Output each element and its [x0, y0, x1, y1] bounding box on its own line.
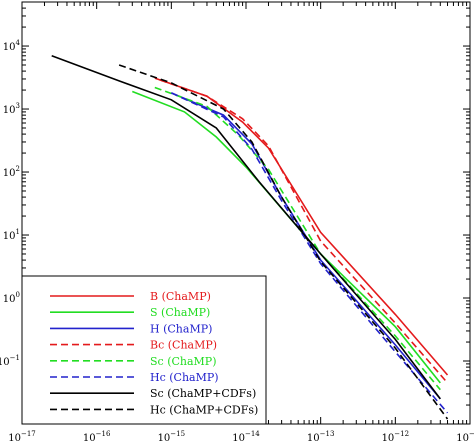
legend-label: H (ChaMP) — [150, 322, 212, 335]
x-tick-label: 10−16 — [83, 430, 111, 444]
x-tick-label: 10−13 — [307, 430, 335, 444]
x-tick-label: 10−15 — [158, 430, 186, 444]
x-tick-label: 10−11 — [456, 430, 474, 444]
legend-label: Sc (ChaMP) — [150, 355, 217, 368]
series-line-2 — [132, 90, 441, 384]
y-tick-label: 100 — [3, 291, 20, 305]
x-tick-label: 10−17 — [8, 430, 36, 444]
series-line-8 — [118, 64, 449, 420]
series-layer — [51, 55, 449, 420]
legend-label: Sc (ChaMP+CDFs) — [150, 387, 256, 400]
series-line-3 — [170, 92, 441, 400]
legend-label: Hc (ChaMP) — [150, 371, 219, 384]
x-tick-label: 10−14 — [232, 430, 260, 444]
series-line-5 — [154, 86, 441, 391]
legend-label: S (ChaMP) — [150, 306, 210, 319]
series-line-4 — [159, 79, 449, 384]
y-tick-label: 104 — [3, 39, 21, 53]
legend-label: Bc (ChaMP) — [150, 339, 217, 352]
y-tick-label: 101 — [3, 228, 20, 242]
legend: B (ChaMP) S (ChaMP) H (ChaMP) Bc (ChaMP) Sc … — [21, 275, 267, 425]
legend-box — [21, 275, 267, 425]
x-tick-label: 10−12 — [382, 430, 410, 444]
series-line-7 — [51, 55, 441, 400]
y-tick-label: 102 — [3, 165, 20, 179]
y-tick-label: 10−1 — [0, 354, 20, 368]
legend-label: Hc (ChaMP+CDFs) — [150, 403, 258, 416]
legend-label: B (ChaMP) — [150, 290, 211, 303]
series-line-6 — [170, 92, 449, 414]
y-tick-label: 103 — [3, 102, 20, 116]
